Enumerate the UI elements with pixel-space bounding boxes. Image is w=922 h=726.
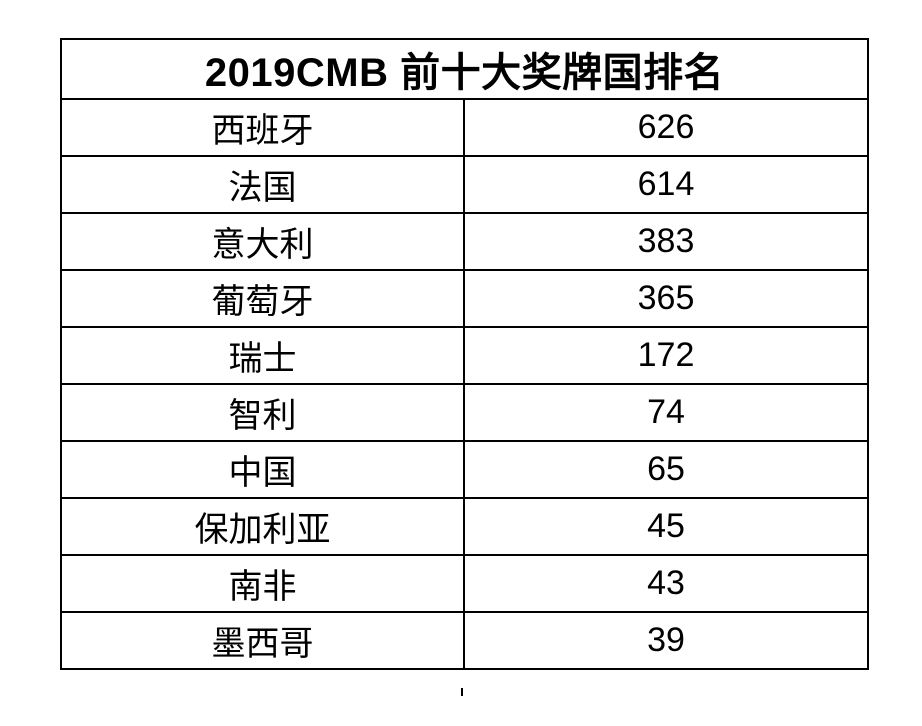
table-row: 瑞士 172 — [60, 326, 870, 385]
medal-ranking-table: 2019CMB 前十大奖牌国排名 西班牙 626 法国 614 意大利 383 … — [59, 38, 870, 670]
country-cell: 智利 — [60, 383, 465, 442]
country-cell: 墨西哥 — [60, 611, 465, 670]
table-row: 中国 65 — [60, 440, 870, 499]
value-cell: 45 — [462, 497, 870, 556]
table-row: 南非 43 — [60, 554, 870, 613]
country-cell: 法国 — [60, 155, 465, 214]
table-row: 意大利 383 — [60, 212, 870, 271]
value-cell: 172 — [462, 326, 870, 385]
country-cell: 葡萄牙 — [60, 269, 465, 328]
country-cell: 西班牙 — [60, 98, 465, 157]
value-cell: 65 — [462, 440, 870, 499]
value-cell: 626 — [462, 98, 870, 157]
country-cell: 意大利 — [60, 212, 465, 271]
value-cell: 43 — [462, 554, 870, 613]
country-cell: 中国 — [60, 440, 465, 499]
grid-divider-tick — [461, 688, 463, 696]
table-row: 墨西哥 39 — [60, 611, 870, 670]
table-row: 保加利亚 45 — [60, 497, 870, 556]
value-cell: 39 — [462, 611, 870, 670]
table-row: 西班牙 626 — [60, 98, 870, 157]
country-cell: 瑞士 — [60, 326, 465, 385]
value-cell: 365 — [462, 269, 870, 328]
table-row: 葡萄牙 365 — [60, 269, 870, 328]
value-cell: 383 — [462, 212, 870, 271]
table-row: 智利 74 — [60, 383, 870, 442]
table-row: 法国 614 — [60, 155, 870, 214]
value-cell: 74 — [462, 383, 870, 442]
table-title: 2019CMB 前十大奖牌国排名 — [59, 38, 870, 100]
country-cell: 保加利亚 — [60, 497, 465, 556]
title-row: 2019CMB 前十大奖牌国排名 — [59, 38, 870, 100]
country-cell: 南非 — [60, 554, 465, 613]
value-cell: 614 — [462, 155, 870, 214]
